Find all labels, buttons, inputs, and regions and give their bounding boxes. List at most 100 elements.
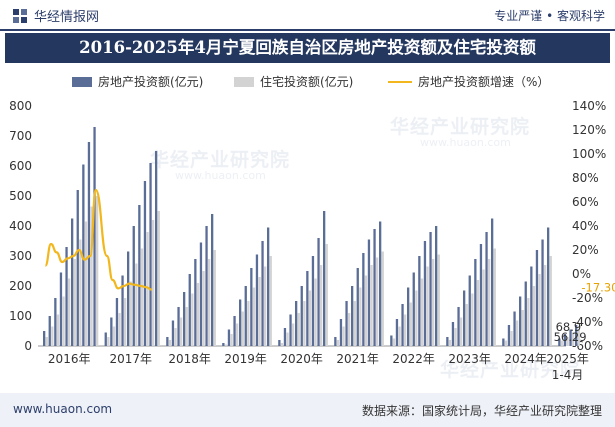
bar-residential [426,266,429,346]
bar-real-estate [530,266,533,346]
x-tick-label: 2023年 [448,352,491,366]
y-left-tick-label: 800 [9,99,32,113]
bar-real-estate [502,338,505,346]
bar-residential [510,331,513,346]
bar-residential [577,329,580,346]
x-tick-label: 2019年 [224,352,267,366]
y-right-tick-label: -40% [572,315,603,329]
bar-residential [107,337,110,346]
data-source: 数据来源：国家统计局，华经产业研究院整理 [361,404,602,418]
bar-residential [560,340,564,346]
bar-real-estate [345,301,348,346]
bar-residential [460,317,463,346]
bar-residential [353,301,356,346]
bar-real-estate [267,227,270,346]
bar-residential [381,251,384,346]
bar-real-estate [373,229,376,346]
bar-residential [370,265,373,346]
bar-residential [409,302,412,346]
bar-real-estate [334,337,337,346]
bar-residential [213,250,216,346]
legend-item-growth[interactable]: 房地产投资额增速（%） [388,73,549,90]
legend-item-residential[interactable]: 住宅投资额(亿元) [234,73,353,90]
bar-residential [532,286,536,346]
bar-real-estate [401,304,404,346]
bar-residential [432,259,435,346]
top-divider [0,29,615,31]
y-right-tick-label: -20% [572,291,603,305]
bar-real-estate [127,251,130,346]
bar-real-estate [524,281,527,346]
footer-site-link[interactable]: www.huaon.com [13,402,113,416]
bar-real-estate [468,275,471,346]
bar-residential [280,343,284,346]
bar-real-estate [423,241,427,346]
bar-real-estate [485,232,488,346]
bar-residential [124,298,127,346]
legend-swatch-growth [388,80,412,83]
bar-residential [544,265,547,346]
bar-residential [51,326,54,346]
bar-real-estate [104,332,107,346]
bar-real-estate [59,272,63,346]
bar-residential [303,301,306,346]
bar-real-estate [513,311,516,346]
bar-residential [348,313,351,346]
bar-real-estate [110,317,113,346]
bar-real-estate [563,334,567,346]
bar-real-estate [261,241,264,346]
bar-residential [202,271,205,346]
y-right-tick-label: 120% [572,123,606,137]
bar-residential [527,298,530,346]
bar-real-estate [138,205,141,346]
bar-real-estate [283,328,287,346]
bar-real-estate [121,275,124,346]
bar-real-estate [418,256,421,346]
bar-real-estate [356,268,359,346]
x-tick-label: 2022年 [392,352,435,366]
bar-residential [118,313,121,346]
bar-residential [516,320,519,346]
bar-real-estate [446,337,449,346]
bar-residential [448,340,452,346]
data-label-growth: -17.30% [581,280,615,294]
bar-residential [314,278,317,346]
legend-item-real-estate[interactable]: 房地产投资额(亿元) [72,73,203,90]
bar-real-estate [93,127,96,346]
bar-real-estate [575,325,578,346]
bar-residential [325,244,328,346]
bar-real-estate [115,298,119,346]
brand[interactable]: 华经情报网 [12,6,99,25]
y-left-tick-label: 300 [9,249,32,263]
bar-real-estate [569,329,572,346]
bar-real-estate [435,226,438,346]
bar-real-estate [183,292,186,346]
y-left-tick-label: 600 [9,159,32,173]
bar-residential [146,232,149,346]
bar-residential [488,259,491,346]
bar-real-estate [351,286,354,346]
bar-real-estate [194,259,197,346]
y-right-tick-label: 20% [572,243,599,257]
y-left-tick-label: 0 [24,339,32,353]
bar-real-estate [278,340,281,346]
legend: 房地产投资额(亿元) 住宅投资额(亿元) 房地产投资额增速（%） [0,71,615,93]
bar-real-estate [323,211,326,346]
bar-residential [454,328,457,346]
bar-residential [252,287,256,346]
bar-real-estate [171,320,175,346]
bar-residential [135,263,138,346]
bar-residential [504,340,508,346]
bar-real-estate [558,338,561,346]
y-right-tick-label: 40% [572,219,599,233]
bar-real-estate [379,221,382,346]
bar-real-estate [541,239,544,346]
bar-real-estate [547,227,550,346]
bar-residential [236,323,239,346]
bar-residential [224,344,228,346]
bar-residential [336,340,340,346]
bar-residential [482,269,485,346]
bar-real-estate [295,301,298,346]
bar-residential [90,206,93,346]
bar-residential [230,334,233,346]
